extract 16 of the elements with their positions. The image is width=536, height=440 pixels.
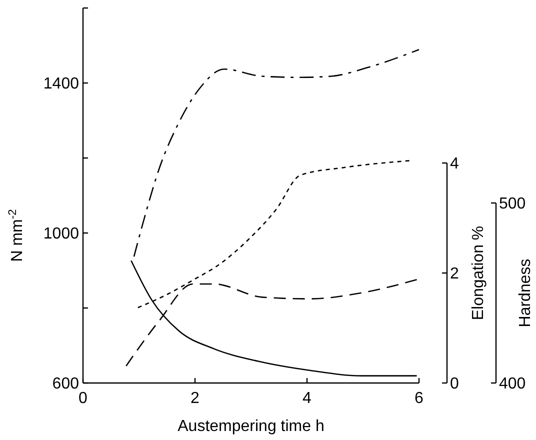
y2-axis-title: Elongation % xyxy=(470,226,487,320)
x-axis-title: Austempering time h xyxy=(178,418,324,435)
x-tick-label: 6 xyxy=(414,390,424,407)
y-tick-label: 600 xyxy=(52,376,80,393)
y2-tick-label: 4 xyxy=(450,156,459,173)
y-tick-label: 1400 xyxy=(43,76,80,93)
line-series xyxy=(133,48,420,258)
y3-tick-label: 500 xyxy=(499,196,526,213)
y-tick-label: 1000 xyxy=(43,226,80,243)
y3-tick-label: 400 xyxy=(499,376,526,393)
y2-tick-label: 2 xyxy=(450,266,459,283)
x-tick-label: 4 xyxy=(302,390,312,407)
y2-tick-label: 0 xyxy=(450,376,459,393)
y3-axis-title: Hardness xyxy=(517,258,534,328)
x-tick-label: 2 xyxy=(190,390,200,407)
x-tick-label: 0 xyxy=(78,390,88,407)
